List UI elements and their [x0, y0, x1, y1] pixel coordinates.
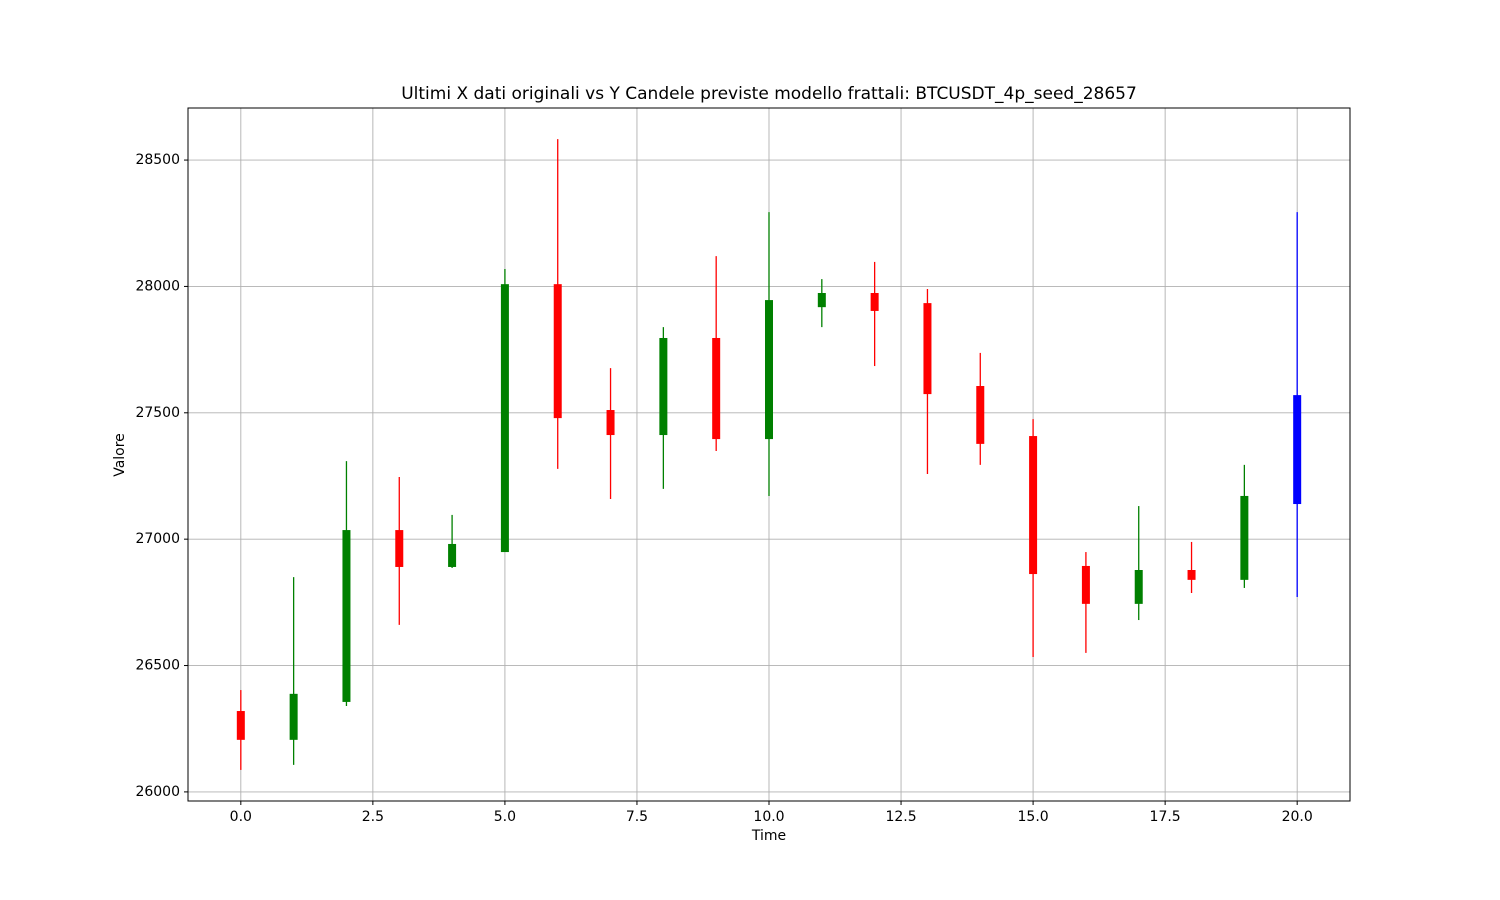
x-tick-label: 2.5: [362, 809, 384, 825]
y-axis-label: Valore: [112, 433, 128, 477]
candle-body: [1240, 495, 1249, 580]
candle-body: [1187, 570, 1196, 580]
x-tick-label: 20.0: [1282, 809, 1313, 825]
candle-body: [1081, 565, 1090, 604]
chart-title: Ultimi X dati originali vs Y Candele pre…: [401, 84, 1137, 104]
x-tick-label: 5.0: [494, 809, 516, 825]
candle-body: [712, 337, 721, 440]
y-tick-label: 28500: [135, 152, 180, 168]
candle-body: [342, 530, 351, 702]
y-tick-label: 27000: [135, 531, 180, 547]
candle-body: [923, 303, 932, 395]
x-tick-label: 15.0: [1018, 809, 1049, 825]
candle-body: [1293, 395, 1302, 505]
y-tick-label: 28000: [135, 278, 180, 294]
candle-body: [659, 337, 668, 436]
x-tick-label: 12.5: [885, 809, 916, 825]
candle-body: [1029, 436, 1038, 575]
candle-body: [289, 693, 298, 740]
candle-body: [236, 711, 245, 740]
candle-body: [817, 293, 826, 308]
candle-body: [1134, 570, 1143, 604]
candle-body: [976, 386, 985, 444]
candle-body: [500, 284, 509, 553]
candle-body: [870, 293, 879, 311]
y-tick-label: 27500: [135, 405, 180, 421]
x-tick-label: 7.5: [626, 809, 648, 825]
candle-body: [448, 543, 457, 567]
x-tick-label: 10.0: [753, 809, 784, 825]
y-tick-label: 26000: [135, 784, 180, 800]
candle-body: [395, 530, 404, 567]
y-tick-label: 26500: [135, 658, 180, 674]
candle-body: [765, 300, 773, 440]
candle-body: [606, 410, 615, 436]
x-tick-label: 0.0: [230, 809, 252, 825]
plot-frame: [187, 107, 1351, 802]
x-tick-label: 17.5: [1150, 809, 1181, 825]
candle-body: [553, 284, 562, 419]
x-axis-label: Time: [751, 828, 786, 844]
